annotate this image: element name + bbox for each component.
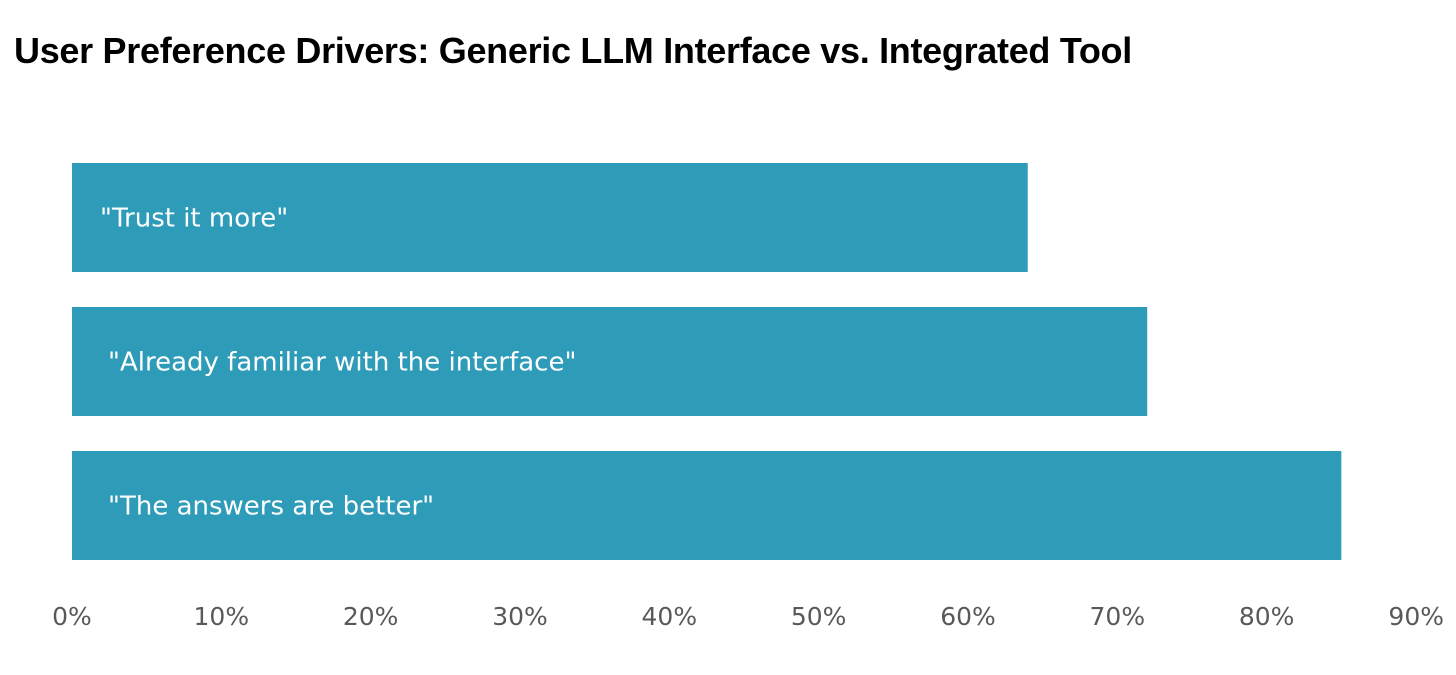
x-axis-ticks: 0% 10% 20% 30% 40% 50% 60% 70% 80% 90% [52, 602, 1444, 631]
x-tick-label: 20% [343, 602, 399, 631]
bar-label-3: "The answers are better" [108, 492, 434, 522]
chart-title: User Preference Drivers: Generic LLM Int… [14, 30, 1132, 71]
x-tick-label: 70% [1090, 602, 1146, 631]
bar-label-1: "Trust it more" [100, 204, 288, 234]
bar-1 [72, 163, 1028, 272]
x-tick-label: 90% [1388, 602, 1444, 631]
x-tick-label: 10% [194, 602, 250, 631]
x-tick-label: 80% [1239, 602, 1295, 631]
x-tick-label: 30% [492, 602, 548, 631]
x-tick-label: 50% [791, 602, 847, 631]
x-tick-label: 40% [642, 602, 698, 631]
bars-layer [72, 163, 1342, 560]
x-tick-label: 60% [940, 602, 996, 631]
bar-label-2: "Already familiar with the interface" [108, 348, 576, 378]
bar-3 [72, 451, 1342, 560]
bar-labels-layer: "Trust it more" "Already familiar with th… [100, 204, 576, 522]
bar-2 [72, 307, 1148, 416]
x-tick-label: 0% [52, 602, 92, 631]
